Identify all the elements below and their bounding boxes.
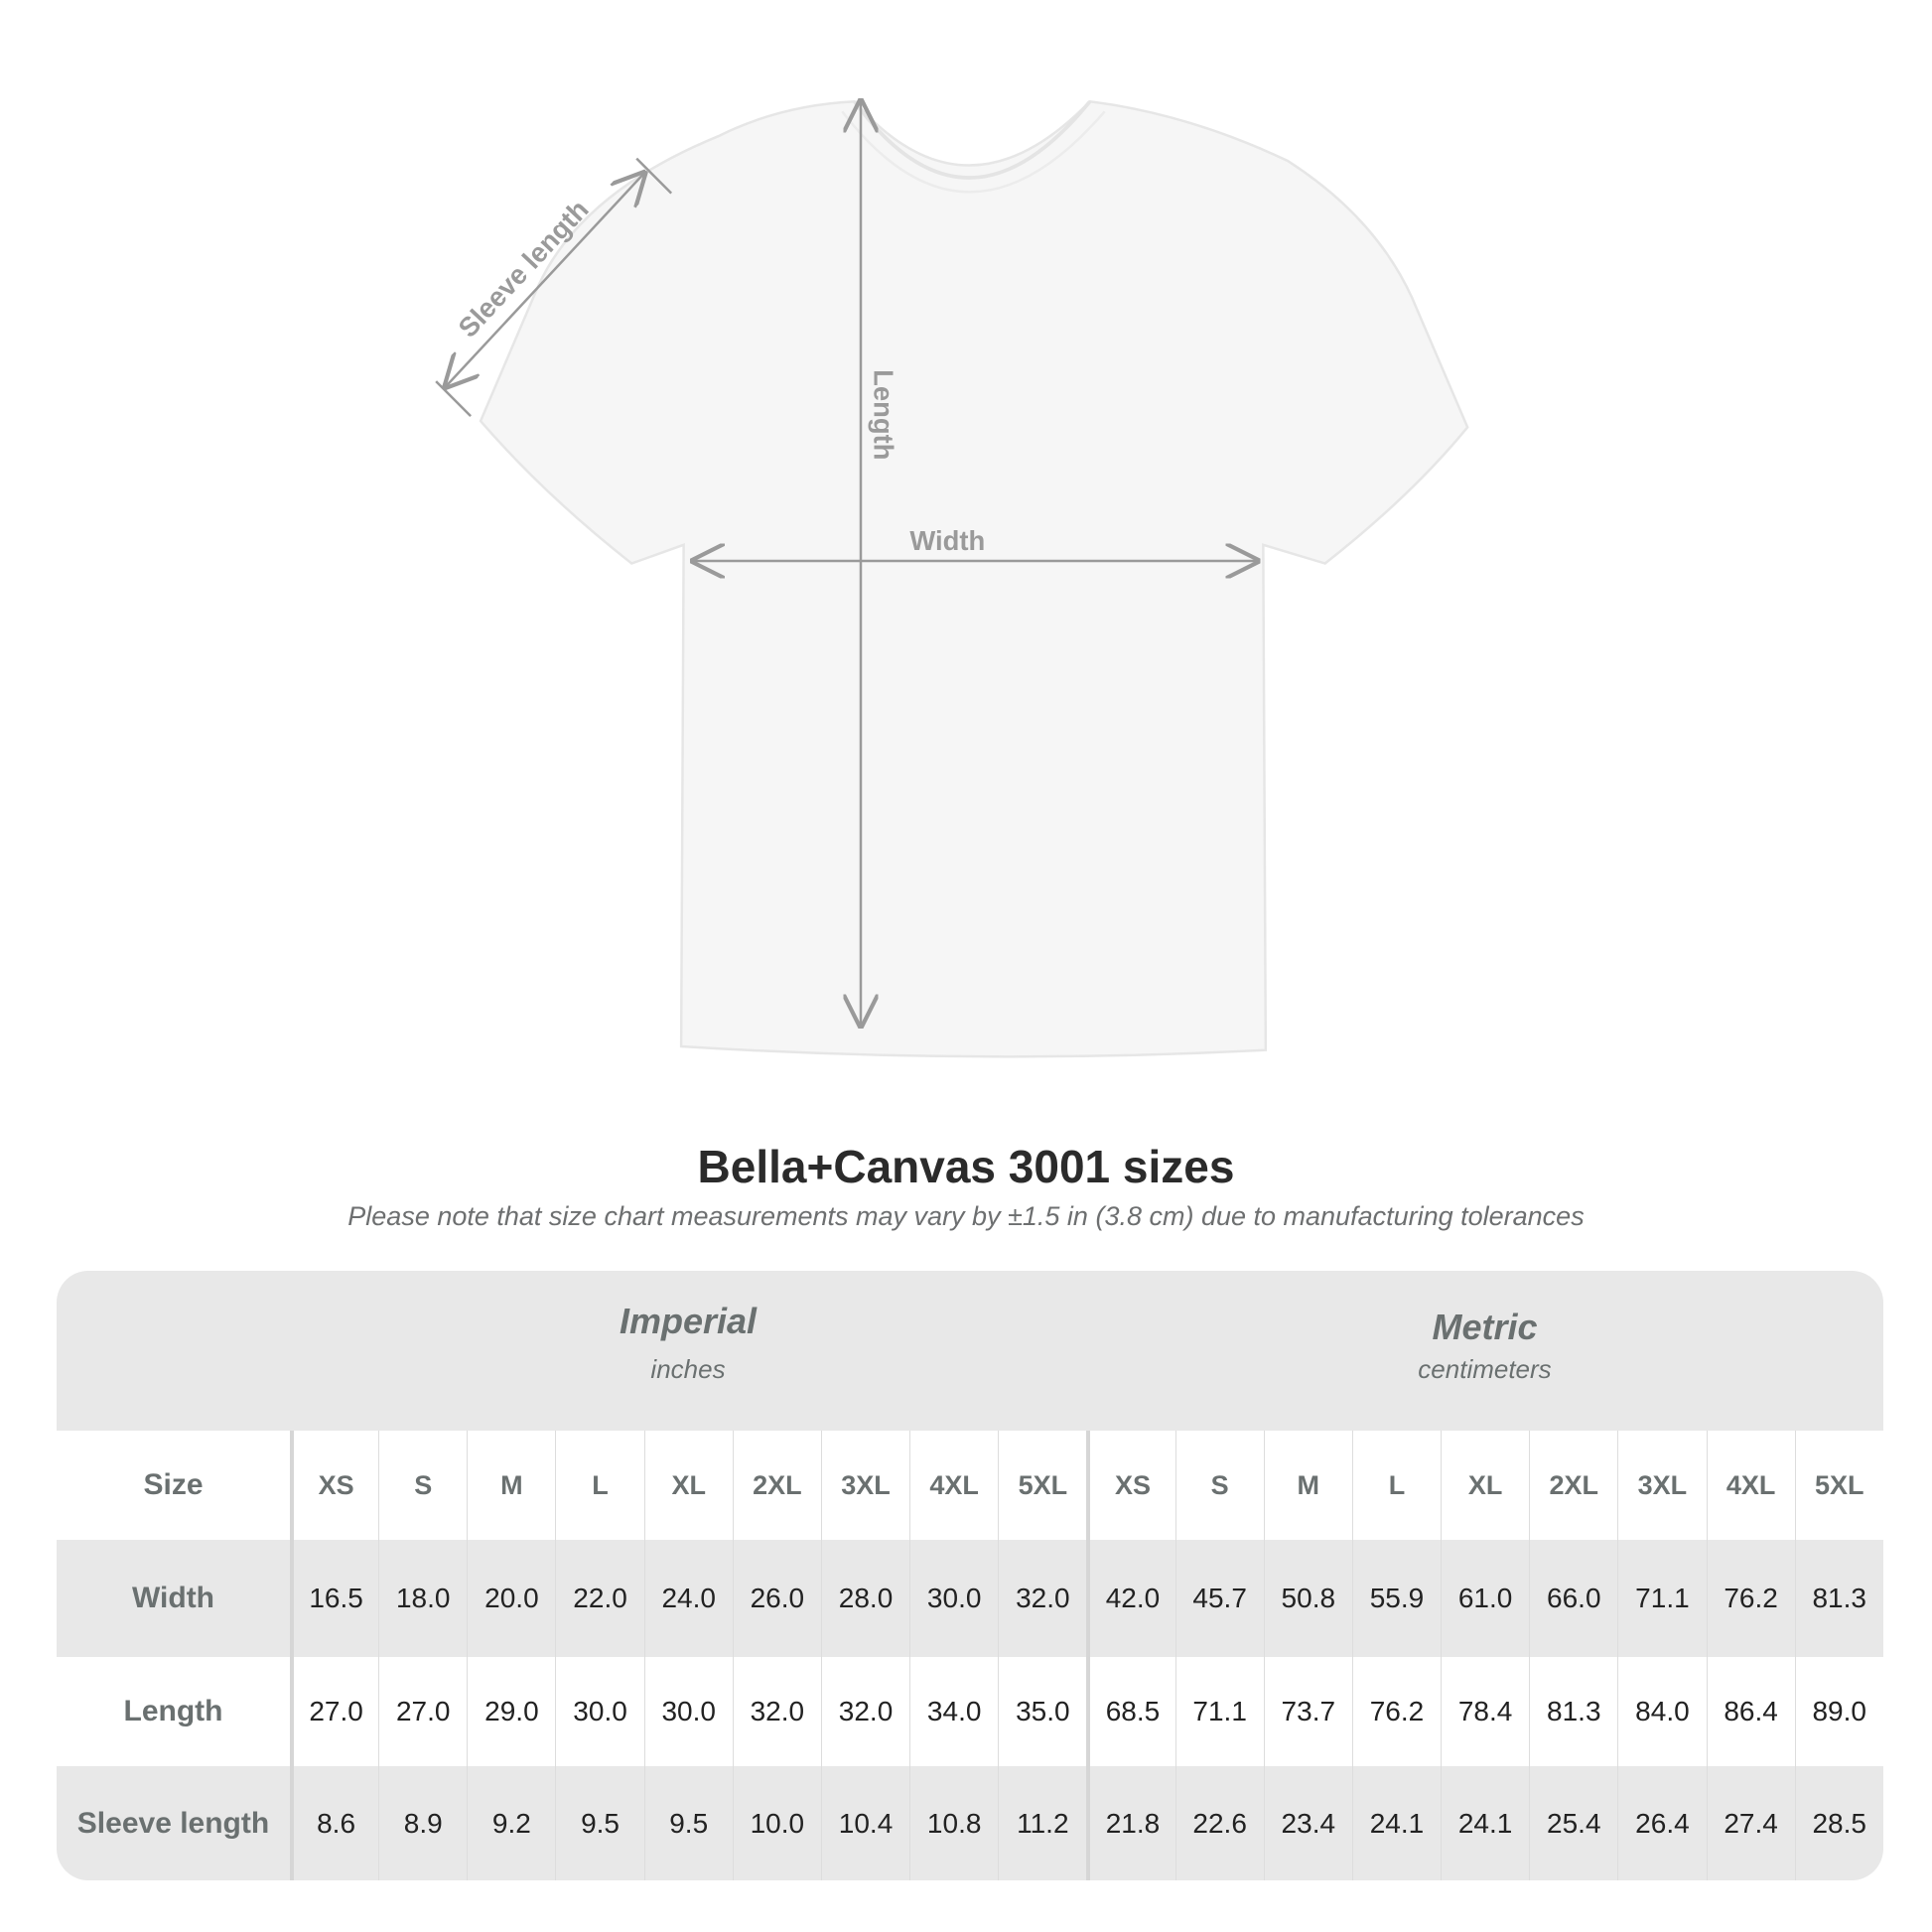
imperial-value-cell: 8.9 [378, 1766, 467, 1880]
metric-value-cell: 23.4 [1263, 1766, 1352, 1880]
metric-value-cell: 42.0 [1086, 1540, 1174, 1657]
imperial-value-cell: 32.0 [732, 1657, 821, 1766]
metric-value-cell: 27.4 [1706, 1766, 1795, 1880]
imperial-value-cell: 8.6 [290, 1766, 378, 1880]
tshirt-diagram: Sleeve length Length Width [435, 0, 1469, 1058]
imperial-value-cell: 18.0 [378, 1540, 467, 1657]
imperial-value-cell: 35.0 [998, 1657, 1086, 1766]
table-row: Width 16.5 18.0 20.0 22.0 24.0 26.0 28.0 30.0 32.… [57, 1540, 1883, 1657]
imperial-value-cell: 9.5 [643, 1766, 733, 1880]
length-label: Length [869, 369, 899, 460]
metric-value-cell: 76.2 [1706, 1540, 1795, 1657]
size-header-cell: XS [1086, 1431, 1174, 1540]
imperial-value-cell: 30.0 [643, 1657, 733, 1766]
metric-value-cell: 66.0 [1529, 1540, 1617, 1657]
size-header-cell: S [378, 1431, 467, 1540]
imperial-value-cell: 9.5 [555, 1766, 643, 1880]
row-label: Size [143, 1468, 204, 1501]
size-header-cell: 3XL [820, 1431, 909, 1540]
metric-value-cell: 73.7 [1263, 1657, 1352, 1766]
row-label: Length [123, 1695, 223, 1727]
imperial-value-cell: 32.0 [998, 1540, 1086, 1657]
width-label: Width [909, 525, 985, 556]
unit-header-band [57, 1271, 1883, 1431]
table-row: Sleeve length 8.6 8.9 9.2 9.5 9.5 10.0 10.4 10.8… [57, 1766, 1883, 1880]
imperial-value-cell: 27.0 [290, 1657, 378, 1766]
size-header-cell: S [1174, 1431, 1264, 1540]
imperial-value-cell: 29.0 [467, 1657, 555, 1766]
size-header-cell: M [1263, 1431, 1352, 1540]
metric-value-cell: 81.3 [1529, 1657, 1617, 1766]
imperial-title: Imperial [619, 1301, 758, 1341]
size-header-cell: 2XL [732, 1431, 821, 1540]
metric-value-cell: 61.0 [1441, 1540, 1529, 1657]
size-header-cell: XL [1441, 1431, 1529, 1540]
size-header-cell: M [467, 1431, 555, 1540]
metric-value-cell: 55.9 [1351, 1540, 1441, 1657]
metric-value-cell: 84.0 [1617, 1657, 1706, 1766]
imperial-value-cell: 10.4 [820, 1766, 909, 1880]
imperial-value-cell: 20.0 [467, 1540, 555, 1657]
size-header-cell: L [555, 1431, 643, 1540]
size-header-row: Size XS S M L XL 2XL 3XL 4XL 5XL XS S M L XL 2XL 3XL 4XL 5… [57, 1431, 1883, 1540]
imperial-value-cell: 34.0 [909, 1657, 998, 1766]
imperial-value-cell: 30.0 [555, 1657, 643, 1766]
tshirt-shape [479, 99, 1469, 1058]
metric-value-cell: 24.1 [1441, 1766, 1529, 1880]
imperial-value-cell: 11.2 [998, 1766, 1086, 1880]
size-header-cell: 3XL [1617, 1431, 1706, 1540]
metric-value-cell: 26.4 [1617, 1766, 1706, 1880]
sleeve-arrow [446, 174, 644, 387]
metric-value-cell: 22.6 [1174, 1766, 1264, 1880]
size-header-cell: 5XL [998, 1431, 1086, 1540]
metric-value-cell: 78.4 [1441, 1657, 1529, 1766]
size-header-cell: 4XL [909, 1431, 998, 1540]
imperial-value-cell: 9.2 [467, 1766, 555, 1880]
imperial-value-cell: 30.0 [909, 1540, 998, 1657]
metric-value-cell: 21.8 [1086, 1766, 1174, 1880]
metric-value-cell: 71.1 [1174, 1657, 1264, 1766]
imperial-value-cell: 22.0 [555, 1540, 643, 1657]
imperial-header: Imperial inches [290, 1271, 1086, 1431]
metric-value-cell: 89.0 [1794, 1657, 1883, 1766]
imperial-value-cell: 32.0 [820, 1657, 909, 1766]
imperial-value-cell: 16.5 [290, 1540, 378, 1657]
size-header-cell: L [1351, 1431, 1441, 1540]
metric-title: Metric [1432, 1307, 1538, 1347]
imperial-value-cell: 10.8 [909, 1766, 998, 1880]
metric-value-cell: 81.3 [1794, 1540, 1883, 1657]
size-table: Imperial inches Metric centimeters Size X… [57, 1271, 1883, 1880]
imperial-unit: inches [650, 1354, 726, 1384]
size-header-cell: 2XL [1529, 1431, 1617, 1540]
imperial-value-cell: 10.0 [732, 1766, 821, 1880]
metric-value-cell: 71.1 [1617, 1540, 1706, 1657]
size-header-cell: 4XL [1706, 1431, 1795, 1540]
row-label: Sleeve length [76, 1806, 270, 1840]
metric-value-cell: 86.4 [1706, 1657, 1795, 1766]
metric-value-cell: 76.2 [1351, 1657, 1441, 1766]
size-header-cell: XS [290, 1431, 378, 1540]
table-row: Length 27.0 27.0 29.0 30.0 30.0 32.0 32.0 34.0 35… [57, 1657, 1883, 1766]
metric-value-cell: 50.8 [1263, 1540, 1352, 1657]
metric-value-cell: 45.7 [1174, 1540, 1264, 1657]
metric-header: Metric centimeters [1086, 1271, 1883, 1431]
imperial-value-cell: 26.0 [732, 1540, 821, 1657]
metric-value-cell: 28.5 [1794, 1766, 1883, 1880]
imperial-value-cell: 24.0 [643, 1540, 733, 1657]
metric-value-cell: 25.4 [1529, 1766, 1617, 1880]
metric-value-cell: 68.5 [1086, 1657, 1174, 1766]
row-label: Width [131, 1582, 215, 1614]
size-header-cell: 5XL [1794, 1431, 1883, 1540]
chart-title: Bella+Canvas 3001 sizes [697, 1141, 1235, 1192]
imperial-value-cell: 27.0 [378, 1657, 467, 1766]
metric-unit: centimeters [1418, 1354, 1552, 1384]
imperial-value-cell: 28.0 [820, 1540, 909, 1657]
size-header-cell: XL [643, 1431, 733, 1540]
tolerance-note: Please note that size chart measurements… [347, 1201, 1585, 1231]
metric-value-cell: 24.1 [1351, 1766, 1441, 1880]
